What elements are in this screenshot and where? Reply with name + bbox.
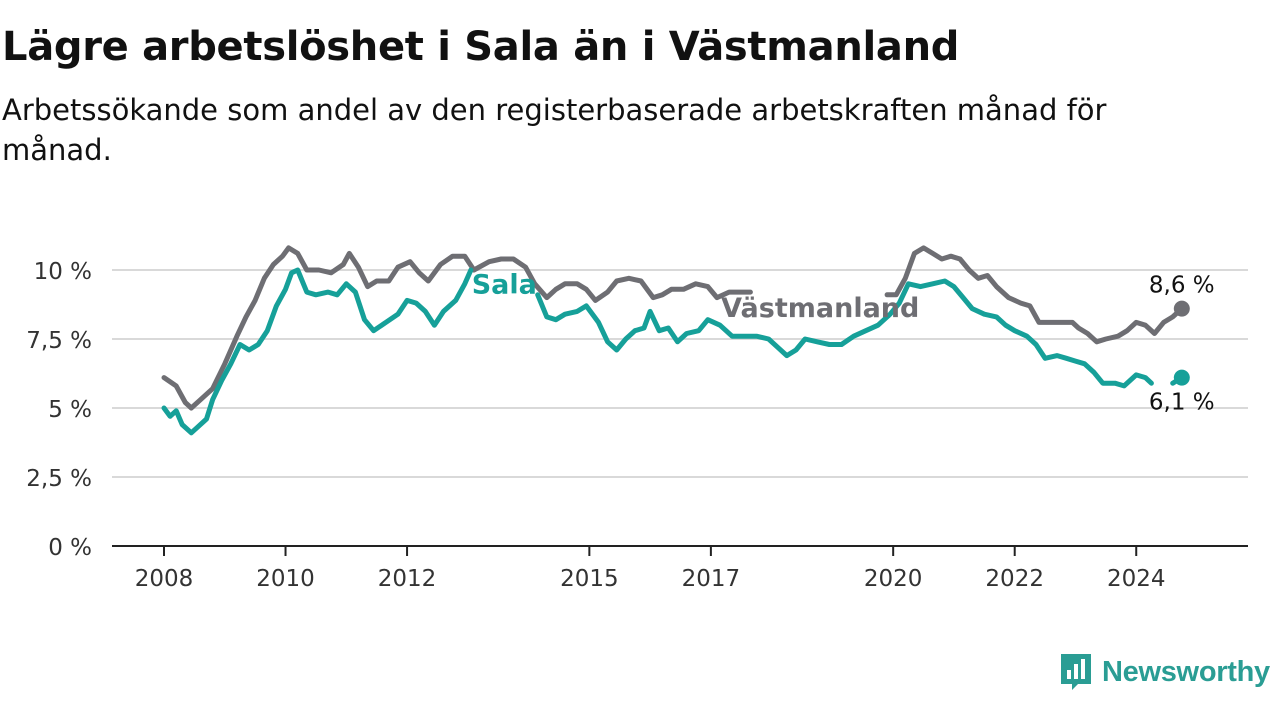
series-label-västmanland: Västmanland <box>721 293 919 324</box>
x-tick-label: 2024 <box>1107 566 1166 592</box>
y-tick-label: 0 % <box>48 535 92 561</box>
end-value-label: 8,6 % <box>1149 273 1215 299</box>
series-segment <box>161 267 474 436</box>
x-tick-label: 2008 <box>135 566 194 592</box>
y-tick-label: 2,5 % <box>26 466 92 492</box>
x-axis: 2008 2010 2012 2015 2017 2020 2022 2024 <box>112 545 1248 592</box>
end-markers: 8,6 % 6,1 % <box>1149 273 1215 416</box>
x-tick-label: 2010 <box>256 566 315 592</box>
series-lines <box>161 245 1185 436</box>
y-tick-label: 5 % <box>48 397 92 423</box>
y-tick-label: 10 % <box>34 259 92 285</box>
y-axis: 0 % 2,5 % 5 % 7,5 % 10 % <box>26 259 92 561</box>
series-segment <box>535 278 1154 389</box>
series-labels: Sala Västmanland <box>472 269 920 323</box>
x-tick-label: 2017 <box>682 566 741 592</box>
x-tick-label: 2015 <box>560 566 619 592</box>
brand-name: Newsworthy <box>1102 655 1270 688</box>
end-point-marker <box>1173 369 1190 386</box>
chart-subtitle: Arbetssökande som andel av den registerb… <box>2 93 1107 167</box>
series-segment <box>161 245 753 411</box>
end-point-marker <box>1173 300 1190 317</box>
newsworthy-logo-icon <box>1061 654 1091 690</box>
series-segment <box>884 245 1185 345</box>
y-tick-label: 7,5 % <box>26 328 92 354</box>
brand-logo: Newsworthy <box>1058 652 1270 692</box>
grid-lines <box>112 269 1248 478</box>
series-line-västmanland <box>161 245 1185 411</box>
end-value-label: 6,1 % <box>1149 390 1215 416</box>
chart-title: Lägre arbetslöshet i Sala än i Västmanla… <box>2 24 960 70</box>
series-label-sala: Sala <box>472 269 537 300</box>
x-tick-label: 2020 <box>864 566 923 592</box>
x-tick-label: 2022 <box>985 566 1044 592</box>
x-tick-label: 2012 <box>378 566 437 592</box>
